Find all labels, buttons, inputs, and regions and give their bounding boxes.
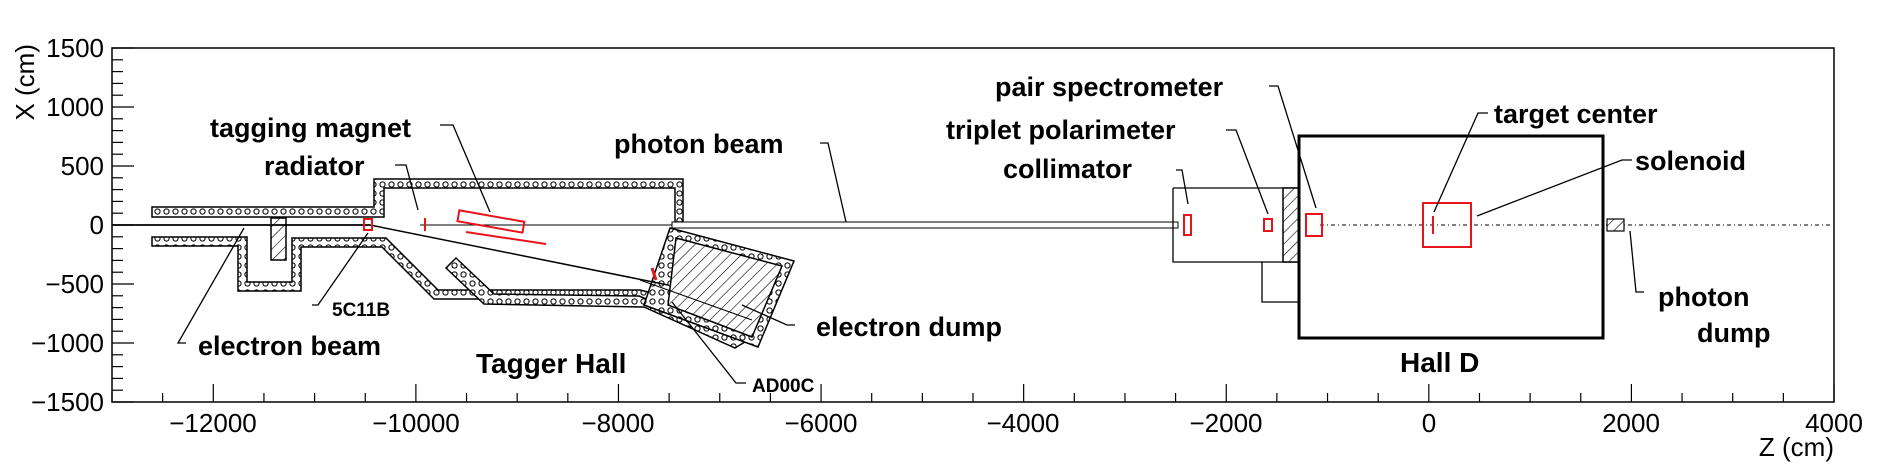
y-tick-label: 1500 [46,33,104,63]
x-tick-label: 4000 [1805,408,1863,438]
x-tick-labels: −12000 −10000 −8000 −6000 −4000 −2000 0 … [169,408,1863,438]
y-tick-label: −1000 [31,328,104,358]
tagging-magnet-box [456,209,526,234]
y-tick-labels: 1500 1000 500 0 −500 −1000 −1500 [31,33,104,417]
label-5c11b: 5C11B [332,300,390,321]
x-tick-label: 0 [1422,408,1436,438]
x-tick-label: −2000 [1189,408,1262,438]
label-target-center: target center [1494,99,1658,129]
y-tick-label: −1500 [31,387,104,417]
leader-lines [176,85,1644,384]
diagram-labels: tagging magnet radiator photon beam pair… [198,72,1771,397]
label-hall-d: Hall D [1400,347,1479,378]
label-tagger-hall: Tagger Hall [476,348,626,379]
label-electron-beam: electron beam [198,331,381,361]
label-triplet-polarimeter: triplet polarimeter [946,115,1176,145]
label-photon-dump-1: photon [1658,282,1749,312]
x-tick-label: −6000 [784,408,857,438]
y-tick-label: 1000 [46,92,104,122]
y-tick-label: −500 [45,269,104,299]
label-collimator: collimator [1003,154,1133,184]
x-axis-label: Z (cm) [1759,432,1834,462]
y-tick-label: 500 [61,151,104,181]
hatched-pillar [270,217,287,261]
label-solenoid: solenoid [1635,146,1746,176]
label-tagging-magnet: tagging magnet [210,113,411,143]
target-box [1422,202,1472,248]
x-tick-label: −4000 [986,408,1059,438]
pair-spectrometer-box [1305,213,1323,237]
label-photon-dump-2: dump [1697,318,1771,348]
x-tick-label: −8000 [581,408,654,438]
beam-into-dump [639,279,753,321]
ad00c-marker [650,267,658,281]
x-tick-label: −12000 [169,408,256,438]
y-tick-label: 0 [90,210,104,240]
hall-d [1172,134,1625,340]
5c11b-marker [363,218,373,231]
focal-plane-line [465,231,547,245]
label-radiator: radiator [264,151,365,181]
deflected-beam-line [369,224,669,286]
label-electron-dump: electron dump [816,312,1002,342]
photon-beam-pipe [671,221,1179,229]
electron-dump-block [667,237,784,338]
collimator-box [1183,214,1192,236]
label-pair-spectrometer: pair spectrometer [995,72,1224,102]
label-ad00c: AD00C [752,376,815,397]
y-axis-label: X (cm) [10,44,40,121]
label-photon-beam: photon beam [614,129,784,159]
x-tick-label: 2000 [1602,408,1660,438]
x-tick-label: −10000 [372,408,459,438]
triplet-polarimeter-box [1263,218,1273,232]
red-components [363,202,1472,281]
axis-ticks [111,47,1835,403]
